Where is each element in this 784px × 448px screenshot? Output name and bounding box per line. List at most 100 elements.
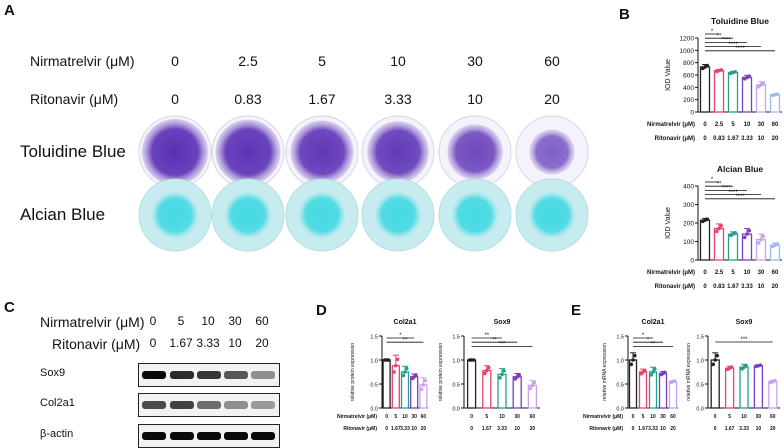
ritonavir-value: 3.33	[741, 284, 753, 290]
ritonavir-value: 0	[632, 426, 635, 432]
toluidine-stain	[529, 129, 575, 175]
row-label-nirmatrelvir: Nirmatrelvir (μM)	[583, 414, 623, 420]
panel-label-c: C	[4, 299, 15, 316]
data-point	[649, 373, 654, 377]
y-tick-label: 1.0	[696, 359, 704, 365]
bar	[755, 84, 767, 113]
panel-a-ritonavir-value: 10	[467, 91, 483, 107]
panel-label-b: B	[619, 6, 630, 23]
ritonavir-value: 0	[714, 426, 717, 432]
y-tick-label: 0.0	[616, 407, 624, 413]
ritonavir-value: 3.33	[497, 426, 507, 432]
panel-a-ritonavir-value: 0.83	[234, 91, 262, 107]
bar	[410, 376, 419, 409]
data-point	[652, 367, 657, 371]
data-point	[719, 223, 724, 228]
data-point	[502, 369, 506, 373]
nirmatrelvir-value: 5	[731, 122, 735, 128]
significance-label: **	[403, 337, 408, 343]
significance-label: ****	[728, 190, 738, 196]
toluidine-stain	[142, 119, 208, 185]
significance-label: **	[717, 33, 722, 39]
panel-a-ritonavir-label: Ritonavir (μM)	[30, 91, 119, 107]
data-point	[532, 380, 537, 385]
y-tick-label: 1.5	[696, 335, 704, 341]
data-point	[717, 226, 721, 231]
y-axis-label: relative protein expression	[350, 343, 356, 402]
data-point	[498, 376, 502, 380]
blot-band	[142, 432, 166, 440]
alcian-stain	[298, 191, 346, 239]
panel-a-toluidine-label: Toluidine Blue	[20, 142, 126, 161]
panel-c-nirmatrelvir-value: 30	[228, 314, 242, 328]
data-point	[500, 372, 504, 377]
data-point	[403, 370, 407, 374]
bar	[512, 376, 522, 409]
data-point	[528, 386, 533, 391]
blot-band	[142, 371, 166, 379]
ritonavir-value: 3.33	[739, 426, 749, 432]
data-point	[711, 362, 715, 367]
nirmatrelvir-value: 0	[385, 414, 388, 420]
nirmatrelvir-value: 60	[772, 270, 779, 276]
y-axis-label: IOD Value	[665, 59, 672, 91]
chart-e-col2a1-mrna: Col2a1 relative mRNA expression 0.0 0.5 1.0 1…	[583, 319, 678, 432]
ritonavir-value: 10	[756, 426, 762, 432]
toluidine-stain	[367, 121, 429, 183]
significance-label: *	[647, 337, 650, 343]
y-tick-label: 0.5	[696, 383, 704, 389]
chart-title: Sox9	[494, 319, 511, 326]
ritonavir-value: 0.83	[713, 284, 725, 290]
bar	[638, 371, 648, 409]
data-point	[483, 371, 487, 376]
data-point	[714, 229, 719, 234]
row-label-nirmatrelvir: Nirmatrelvir (μM)	[647, 270, 695, 276]
data-point	[423, 378, 427, 383]
bar	[710, 359, 720, 409]
significance-label: *	[399, 333, 402, 339]
nirmatrelvir-value: 0	[632, 414, 635, 420]
bar	[741, 76, 753, 113]
significance-label: *	[642, 333, 645, 339]
y-tick-label: 1.5	[616, 335, 624, 341]
nirmatrelvir-value: 5	[642, 414, 645, 420]
data-point	[395, 357, 400, 362]
data-point	[756, 241, 761, 245]
nirmatrelvir-value: 2.5	[715, 122, 724, 128]
nirmatrelvir-value: 5	[731, 270, 735, 276]
nirmatrelvir-value: 60	[772, 122, 779, 128]
data-point	[401, 373, 406, 378]
y-tick-label: 300	[683, 202, 694, 209]
data-point	[394, 363, 398, 368]
data-point	[631, 358, 635, 362]
panel-a-ritonavir-value: 20	[544, 91, 560, 107]
nirmatrelvir-value: 60	[530, 414, 536, 420]
data-point	[414, 373, 418, 377]
nirmatrelvir-value: 60	[421, 414, 427, 420]
y-axis-label: relative mRNA expression	[686, 343, 692, 401]
ritonavir-value: 1.67	[391, 426, 401, 432]
y-axis-label: IOD Value	[665, 207, 672, 239]
nirmatrelvir-value: 30	[756, 414, 762, 420]
data-point	[733, 230, 738, 235]
panel-c-ritonavir-value: 10	[228, 336, 242, 350]
y-tick-label: 0.5	[616, 383, 624, 389]
blot-membrane	[138, 363, 280, 387]
data-point	[747, 74, 752, 78]
significance-label: ****	[735, 194, 745, 200]
panel-a-nirmatrelvir-value: 30	[467, 53, 483, 69]
data-point	[517, 372, 521, 377]
blot-band	[251, 401, 275, 409]
nirmatrelvir-value: 10	[744, 122, 751, 128]
data-point	[487, 365, 491, 370]
blot-band	[251, 371, 275, 379]
panel-a-alcian-label: Alcian Blue	[20, 205, 106, 224]
ritonavir-value: 20	[530, 426, 536, 432]
data-point	[761, 234, 766, 239]
toluidine-stain	[447, 124, 503, 180]
y-tick-label: 200	[683, 97, 694, 104]
y-tick-label: 1.5	[370, 335, 378, 341]
blot-band	[224, 401, 248, 409]
chart-title: Col2a1	[394, 319, 417, 326]
